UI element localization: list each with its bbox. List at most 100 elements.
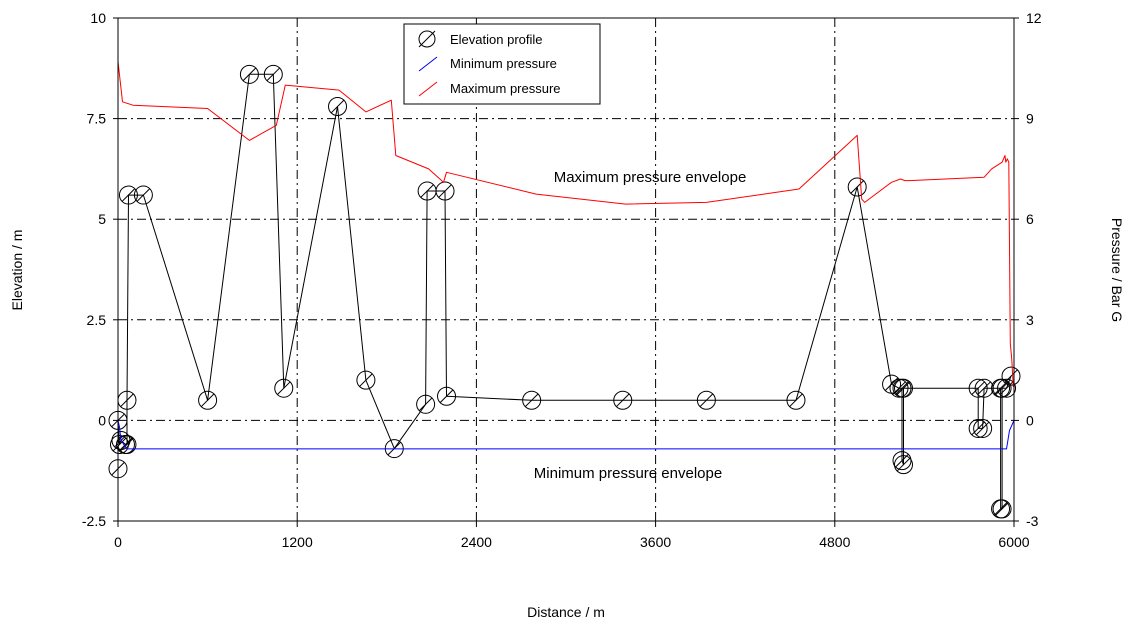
data-point-marker-slash xyxy=(277,381,291,395)
y-left-tick-label: 5 xyxy=(98,211,106,227)
data-point-marker xyxy=(613,390,633,410)
y-right-tick-label: 3 xyxy=(1026,312,1034,328)
max-envelope-label: Maximum pressure envelope xyxy=(554,169,747,186)
data-point-marker-slash xyxy=(136,188,151,202)
data-point-marker-slash xyxy=(359,373,373,387)
y-left-tick-label: 2.5 xyxy=(87,312,107,328)
data-point-marker xyxy=(274,378,294,398)
legend: Elevation profile Minimum pressure Maxim… xyxy=(403,23,601,105)
legend-entry-elevation: Elevation profile xyxy=(418,30,543,48)
data-point-marker-slash xyxy=(418,397,433,412)
x-tick-label: 0 xyxy=(114,534,122,550)
data-point-marker-slash xyxy=(971,381,985,395)
data-point-marker xyxy=(968,378,988,398)
legend-label-minimum: Minimum pressure xyxy=(450,56,557,71)
legend-swatch-minimum xyxy=(418,56,438,72)
data-point-marker-slash xyxy=(439,389,454,404)
data-point-marker-slash xyxy=(242,67,257,82)
data-point-marker xyxy=(356,370,376,390)
data-point-marker xyxy=(109,435,129,455)
y-axis-left-title: Elevation / m xyxy=(9,230,25,311)
data-point-marker-slash xyxy=(438,184,452,198)
data-point-marker-slash xyxy=(993,381,1008,395)
legend-entry-maximum: Maximum pressure xyxy=(418,81,561,97)
data-point-marker xyxy=(198,390,218,410)
data-point-marker-slash xyxy=(112,437,127,452)
legend-label-elevation: Elevation profile xyxy=(450,32,543,47)
tick-marks xyxy=(113,17,1019,527)
data-point-marker-slash xyxy=(120,393,134,408)
data-point-marker xyxy=(416,394,436,414)
x-tick-label: 2400 xyxy=(461,534,492,550)
legend-swatch-maximum xyxy=(418,81,438,97)
x-tick-label: 6000 xyxy=(998,534,1029,550)
data-point-marker-slash xyxy=(118,437,133,452)
data-point-marker-slash xyxy=(200,393,215,408)
data-point-marker xyxy=(992,499,1012,519)
data-point-marker-slash xyxy=(975,421,990,436)
data-point-marker-slash xyxy=(699,393,714,408)
data-point-marker-slash xyxy=(993,502,1008,516)
data-point-marker xyxy=(893,378,913,398)
data-point-marker-slash xyxy=(420,184,434,198)
data-point-marker-slash xyxy=(330,99,345,114)
data-point-marker xyxy=(239,64,259,84)
y-left-tick-label: 10 xyxy=(90,10,106,26)
data-point-marker-slash xyxy=(789,393,803,408)
data-point-marker xyxy=(892,451,912,471)
data-point-marker-slash xyxy=(524,393,539,408)
data-point-marker xyxy=(973,418,993,438)
y-left-tick-label: -2.5 xyxy=(82,513,106,529)
data-point-marker-slash xyxy=(1004,369,1018,383)
data-point-marker-slash xyxy=(892,381,906,395)
x-axis-title: Distance / m xyxy=(527,604,605,620)
y-right-tick-label: 6 xyxy=(1026,211,1034,227)
data-point-marker xyxy=(696,390,716,410)
data-point-marker-slash xyxy=(895,381,909,395)
tick-labels: 0 1200 2400 3600 4800 6000 -2.5 -3 0 0 2.5 3 5 6 7.5 9 1… xyxy=(82,10,1042,550)
series-line-maximum-pressure xyxy=(117,61,1014,387)
data-point-marker-slash xyxy=(999,381,1014,395)
y-left-tick-label: 0 xyxy=(98,412,106,428)
data-point-marker-slash xyxy=(896,381,911,395)
legend-marker-circle-icon xyxy=(418,30,436,48)
grid-lines xyxy=(118,18,1014,521)
data-point-marker xyxy=(893,455,913,475)
data-point-marker-slash xyxy=(121,188,136,202)
data-point-marker-slash xyxy=(995,502,1009,516)
data-point-marker xyxy=(847,177,867,197)
y-right-tick-label: -3 xyxy=(1026,513,1039,529)
legend-box xyxy=(403,23,601,105)
data-point-marker xyxy=(997,378,1017,398)
data-point-marker-slash xyxy=(850,180,864,194)
data-point-marker-slash xyxy=(977,381,991,395)
data-point-marker xyxy=(1001,366,1021,386)
data-point-marker xyxy=(328,97,348,117)
data-point-marker xyxy=(968,418,988,438)
data-point-marker xyxy=(133,185,153,205)
data-point-marker xyxy=(118,185,138,205)
y-right-tick-label: 9 xyxy=(1026,111,1034,127)
x-tick-label: 4800 xyxy=(819,534,850,550)
y-left-tick-label: 7.5 xyxy=(87,111,107,127)
data-point-marker-slash xyxy=(266,67,281,82)
legend-marker-slash xyxy=(418,30,436,48)
data-point-marker xyxy=(437,386,457,406)
x-tick-label: 1200 xyxy=(282,534,313,550)
data-point-marker xyxy=(786,390,806,410)
y-axis-right-title: Pressure / Bar G xyxy=(1109,218,1125,322)
series-line-minimum-pressure xyxy=(117,420,1015,450)
legend-label-maximum: Maximum pressure xyxy=(450,81,561,96)
y-right-tick-label: 12 xyxy=(1026,10,1042,26)
data-point-marker xyxy=(263,64,283,84)
data-point-marker-slash xyxy=(615,393,630,408)
y-right-tick-label: 0 xyxy=(1026,412,1034,428)
min-envelope-label: Minimum pressure envelope xyxy=(534,465,722,482)
legend-entry-minimum: Minimum pressure xyxy=(418,56,557,72)
x-tick-label: 3600 xyxy=(640,534,671,550)
data-point-marker xyxy=(522,390,542,410)
plot-frame xyxy=(117,17,1015,522)
data-point-marker-slash xyxy=(120,437,134,452)
data-point-marker-slash xyxy=(971,421,985,436)
